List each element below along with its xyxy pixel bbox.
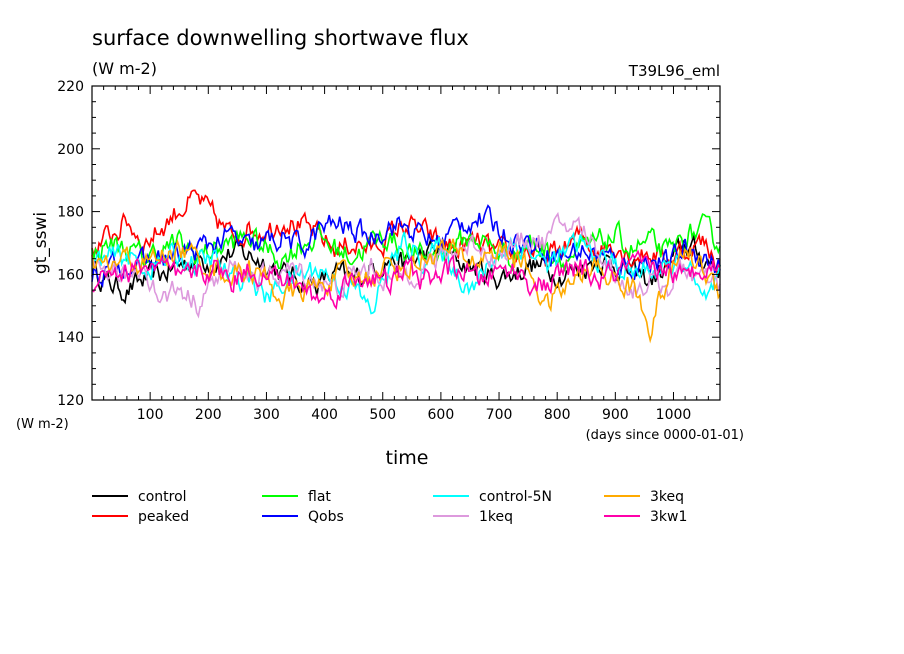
legend-label-Qobs: Qobs	[308, 509, 344, 525]
x-axis-units: (days since 0000-01-01)	[586, 428, 744, 443]
chart-units: (W m-2)	[92, 59, 157, 78]
run-label: T39L96_eml	[628, 62, 720, 81]
series-line-control-5N	[91, 231, 721, 315]
x-tick-label: 300	[253, 407, 280, 423]
x-tick-label: 900	[602, 407, 629, 423]
legend: control peaked flat Qobs control-5N 1keq 3keq 3…	[92, 489, 687, 525]
x-tick-label: 700	[486, 407, 513, 423]
x-tick-label: 800	[544, 407, 571, 423]
legend-label-peaked: peaked	[138, 509, 189, 525]
y-tick-label: 140	[57, 330, 84, 346]
y-tick-label: 160	[57, 267, 84, 283]
y-tick-label: 120	[57, 393, 84, 409]
series-layer	[91, 189, 721, 344]
y-tick-label: 180	[57, 205, 84, 221]
legend-label-3keq: 3keq	[650, 489, 684, 505]
x-tick-label: 100	[137, 407, 164, 423]
x-tick-label: 600	[428, 407, 455, 423]
legend-label-flat: flat	[308, 489, 331, 505]
y-axis-units: (W m-2)	[16, 417, 69, 432]
y-tick-label: 200	[57, 142, 84, 158]
chart-title: surface downwelling shortwave flux	[92, 26, 469, 50]
x-axis-label: time	[386, 447, 429, 469]
x-tick-label: 400	[311, 407, 338, 423]
x-tick-label: 1000	[656, 407, 692, 423]
y-tick-label: 220	[57, 79, 84, 95]
legend-label-3kw1: 3kw1	[650, 509, 687, 525]
series-line-1keq	[91, 211, 721, 319]
x-tick-label: 200	[195, 407, 222, 423]
legend-label-1keq: 1keq	[479, 509, 513, 525]
legend-label-control-5N: control-5N	[479, 489, 552, 505]
series-line-3kw1	[91, 249, 721, 311]
axes-layer: 120 140 160 180 200 220 100 200 300 400 500 600 700 8…	[57, 79, 721, 423]
y-axis-label: gt_sswi	[31, 212, 51, 274]
series-line-3keq	[91, 238, 721, 344]
legend-label-control: control	[138, 489, 187, 505]
x-tick-label: 500	[369, 407, 396, 423]
